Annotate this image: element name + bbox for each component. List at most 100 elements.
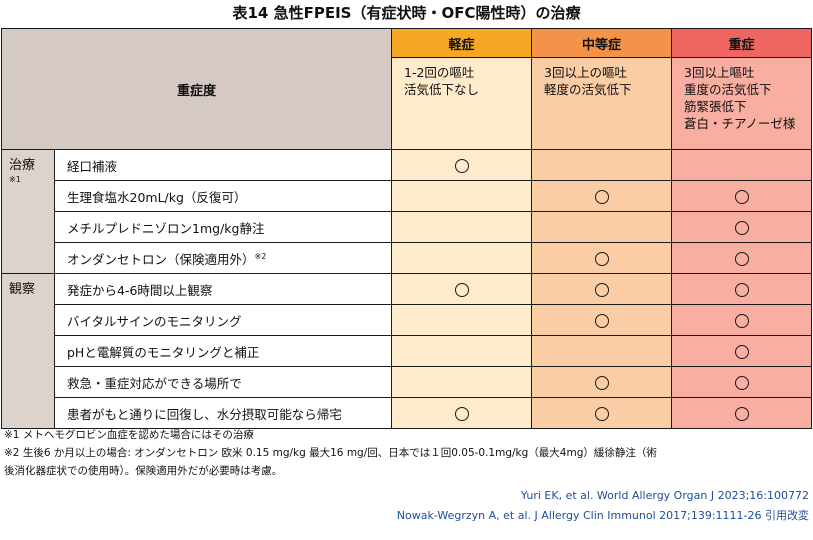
item-cell: 患者がもと通りに回復し、水分摂取可能なら帰宅 — [53, 397, 393, 429]
severity-header: 重症度 — [0, 28, 393, 150]
moderate-mark-cell — [531, 180, 673, 212]
item-label: 生理食塩水20mL/kg（反復可） — [67, 189, 247, 205]
item-cell: 生理食塩水20mL/kg（反復可） — [53, 180, 393, 212]
circle-mark-icon — [594, 406, 609, 421]
severe-description-line: 重度の活気低下 — [684, 82, 772, 97]
item-footnote-ref: ※2 — [254, 251, 267, 261]
circle-mark-icon — [454, 282, 469, 297]
mild-description: 1-2回の嘔吐 活気低下なし — [391, 57, 533, 150]
circle-mark-icon — [594, 375, 609, 390]
table-row: オンダンセトロン（保険適用外）※2 — [2, 242, 813, 274]
severe-mark-cell — [671, 211, 813, 243]
circle-mark-icon — [594, 313, 609, 328]
category-cell: 観察 — [1, 273, 55, 429]
severe-description-line: 筋緊張低下 — [684, 99, 747, 114]
table-title: 表14 急性FPEIS（有症状時・OFC陽性時）の治療 — [232, 4, 581, 22]
footnote-1: ※1 メトヘモグロビン血症を認めた場合にはその治療 — [4, 429, 254, 441]
circle-mark-icon — [594, 189, 609, 204]
category-label: 治療 — [9, 158, 36, 173]
table-row: メチルプレドニゾロン1mg/kg静注 — [2, 211, 813, 243]
item-label: 経口補液 — [67, 158, 118, 174]
mild-mark-cell — [391, 335, 533, 367]
circle-mark-icon — [734, 406, 749, 421]
item-label: 患者がもと通りに回復し、水分摂取可能なら帰宅 — [67, 406, 342, 422]
mild-header: 軽症 — [391, 28, 533, 58]
table-row: 観察 発症から4-6時間以上観察 — [1, 273, 813, 429]
moderate-mark-cell — [531, 366, 673, 398]
mild-mark-cell — [391, 180, 533, 212]
mild-description-line: 1-2回の嘔吐 — [404, 65, 475, 80]
severe-mark-cell — [671, 335, 813, 367]
item-label: メチルプレドニゾロン1mg/kg静注 — [67, 220, 265, 236]
category-cell: 治療 ※1 — [1, 149, 55, 274]
item-cell: 発症から4-6時間以上観察 — [53, 273, 393, 305]
table-body: 治療 ※1 経口補液生理食塩水20mL/kg（反復可） メチルプレドニゾロン1mg/k… — [1, 149, 813, 429]
table-row: 治療 ※1 経口補液 — [1, 149, 813, 274]
table-row: バイタルサインのモニタリング — [2, 304, 813, 336]
item-label: 発症から4-6時間以上観察 — [67, 282, 213, 298]
item-cell: pHと電解質のモニタリングと補正 — [53, 335, 393, 367]
severe-mark-cell — [671, 366, 813, 398]
severe-description-line: 3回以上嘔吐 — [684, 65, 755, 80]
moderate-mark-cell — [531, 242, 673, 274]
circle-mark-icon — [734, 220, 749, 235]
circle-mark-icon — [734, 251, 749, 266]
moderate-header: 中等症 — [531, 28, 673, 58]
mild-mark-cell — [391, 242, 533, 274]
severe-mark-cell — [671, 180, 813, 212]
mild-mark-cell — [391, 273, 533, 305]
moderate-mark-cell — [531, 149, 673, 181]
severe-mark-cell — [671, 273, 813, 305]
severe-mark-cell — [671, 304, 813, 336]
footnote-2-continued: 後消化器症状での使用時）。保険適用外だが必要時は考慮。 — [4, 465, 283, 477]
moderate-mark-cell — [531, 273, 673, 305]
item-label: バイタルサインのモニタリング — [67, 313, 242, 329]
severe-mark-cell — [671, 242, 813, 274]
item-cell: 経口補液 — [53, 149, 393, 181]
moderate-mark-cell — [531, 397, 673, 429]
item-label: pHと電解質のモニタリングと補正 — [67, 344, 260, 360]
item-cell: 救急・重症対応ができる場所で — [53, 366, 393, 398]
table-row: 患者がもと通りに回復し、水分摂取可能なら帰宅 — [2, 397, 813, 429]
moderate-mark-cell — [531, 304, 673, 336]
severe-header: 重症 — [671, 28, 813, 58]
mild-mark-cell — [391, 397, 533, 429]
severe-mark-cell — [671, 397, 813, 429]
category-label: 観察 — [9, 282, 36, 297]
circle-mark-icon — [734, 344, 749, 359]
circle-mark-icon — [734, 189, 749, 204]
circle-mark-icon — [594, 251, 609, 266]
mild-mark-cell — [391, 304, 533, 336]
mild-mark-cell — [391, 211, 533, 243]
table-row: 救急・重症対応ができる場所で — [2, 366, 813, 398]
circle-mark-icon — [734, 375, 749, 390]
moderate-description: 3回以上の嘔吐 軽度の活気低下 — [531, 57, 673, 150]
moderate-description-line: 3回以上の嘔吐 — [544, 65, 627, 80]
mild-mark-cell — [391, 366, 533, 398]
moderate-mark-cell — [531, 335, 673, 367]
circle-mark-icon — [734, 313, 749, 328]
severe-mark-cell — [671, 149, 813, 181]
table-row: pHと電解質のモニタリングと補正 — [2, 335, 813, 367]
moderate-mark-cell — [531, 211, 673, 243]
citation-2: Nowak-Wegrzyn A, et al. J Allergy Clin I… — [396, 509, 809, 522]
severe-description-line: 蒼白・チアノーゼ様 — [684, 116, 796, 131]
circle-mark-icon — [454, 158, 469, 173]
item-cell: バイタルサインのモニタリング — [53, 304, 393, 336]
footnote-2: ※2 生後6 か月以上の場合: オンダンセトロン 欧米 0.15 mg/kg 最… — [4, 447, 657, 459]
citation-1: Yuri EK, et al. World Allergy Organ J 20… — [520, 489, 809, 502]
circle-mark-icon — [454, 406, 469, 421]
circle-mark-icon — [594, 282, 609, 297]
category-note: ※1 — [9, 175, 21, 184]
treatment-table: 重症度 軽症 中等症 重症 1-2回の嘔吐 活気低下なし 3回以上の嘔吐 軽度の… — [0, 28, 813, 429]
table-row: 生理食塩水20mL/kg（反復可） — [2, 180, 813, 212]
mild-description-line: 活気低下なし — [404, 82, 480, 97]
moderate-description-line: 軽度の活気低下 — [544, 82, 632, 97]
item-label: 救急・重症対応ができる場所で — [67, 375, 242, 391]
mild-mark-cell — [391, 149, 533, 181]
severe-description: 3回以上嘔吐 重度の活気低下 筋緊張低下 蒼白・チアノーゼ様 — [671, 57, 813, 150]
item-cell: メチルプレドニゾロン1mg/kg静注 — [53, 211, 393, 243]
circle-mark-icon — [734, 282, 749, 297]
item-label: オンダンセトロン（保険適用外） — [67, 251, 255, 267]
item-cell: オンダンセトロン（保険適用外）※2 — [53, 242, 393, 274]
